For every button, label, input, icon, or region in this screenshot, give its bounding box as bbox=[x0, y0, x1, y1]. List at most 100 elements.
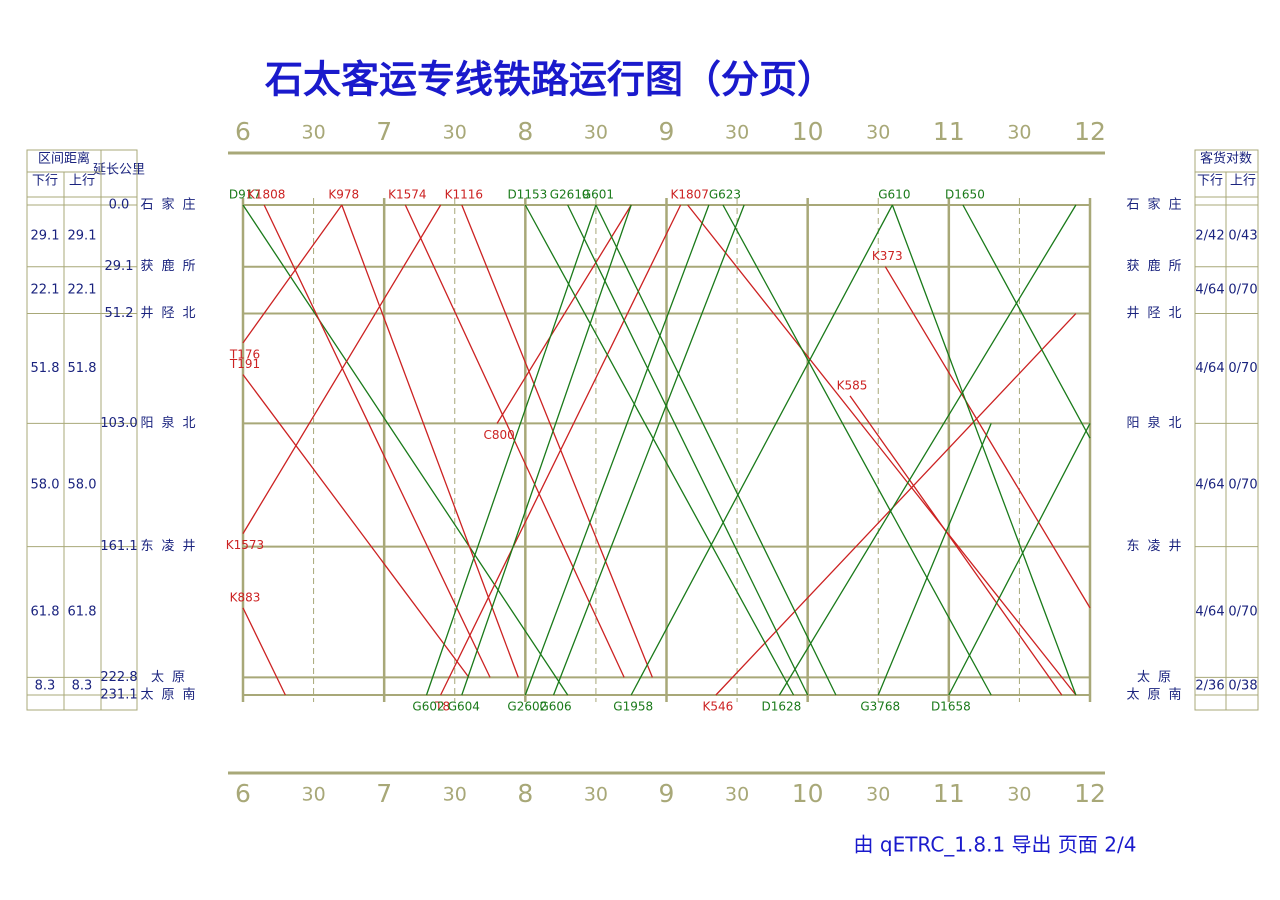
train-line bbox=[595, 204, 837, 696]
interval-up: 8.3 bbox=[72, 679, 93, 694]
train-label: G610 bbox=[878, 188, 910, 202]
right-header: 客货对数 bbox=[1200, 151, 1252, 167]
train-line bbox=[242, 204, 343, 344]
pairs-down: 2/42 bbox=[1195, 228, 1224, 243]
train-label: T8 bbox=[434, 700, 450, 714]
train-line bbox=[552, 204, 745, 696]
interval-down: 8.3 bbox=[35, 679, 56, 694]
train-line bbox=[242, 204, 442, 534]
train-label: G601 bbox=[582, 188, 614, 202]
x-tick-label: 8 bbox=[517, 117, 533, 146]
x-tick-label: 30 bbox=[725, 784, 749, 806]
train-line bbox=[263, 204, 491, 678]
train-label: T191 bbox=[229, 357, 260, 371]
pairs-up: 0/43 bbox=[1228, 228, 1257, 243]
station-name: 东凌井 bbox=[1126, 539, 1189, 554]
x-tick-label: 6 bbox=[235, 779, 251, 808]
train-line bbox=[962, 204, 1091, 439]
station-km: 161.1 bbox=[100, 539, 137, 554]
station-name: 阳泉北 bbox=[1126, 415, 1189, 431]
station-name: 太原南 bbox=[140, 687, 203, 703]
station-name: 太原南 bbox=[1126, 687, 1189, 703]
train-label: G2619 bbox=[550, 188, 590, 202]
pairs-down: 2/36 bbox=[1195, 679, 1224, 694]
train-line bbox=[630, 204, 893, 696]
train-line bbox=[849, 395, 1063, 696]
train-line bbox=[891, 204, 1077, 696]
station-name: 井陉北 bbox=[140, 306, 203, 321]
station-km: 0.0 bbox=[109, 198, 130, 213]
train-label: G604 bbox=[448, 700, 480, 714]
station-name: 东凌井 bbox=[140, 539, 203, 554]
train-line bbox=[461, 204, 653, 678]
train-label: K585 bbox=[837, 378, 868, 392]
train-line bbox=[242, 374, 470, 678]
up-header: 上行 bbox=[69, 174, 95, 189]
x-tick-label: 11 bbox=[933, 117, 965, 146]
down-header: 下行 bbox=[1197, 174, 1223, 189]
train-label: K1808 bbox=[247, 188, 285, 202]
train-label: K1574 bbox=[388, 188, 426, 202]
km-header: 延长公里 bbox=[93, 163, 145, 178]
station-name: 石家庄 bbox=[1126, 197, 1189, 213]
train-line bbox=[948, 423, 1091, 696]
train-line bbox=[440, 204, 682, 696]
train-line bbox=[496, 204, 632, 424]
train-line bbox=[242, 607, 286, 696]
station-km: 231.1 bbox=[100, 688, 137, 703]
train-line bbox=[567, 204, 809, 696]
left-table bbox=[26, 149, 138, 711]
x-tick-label: 30 bbox=[866, 122, 890, 144]
pairs-down: 4/64 bbox=[1195, 361, 1224, 376]
x-tick-label: 30 bbox=[725, 122, 749, 144]
station-km: 103.0 bbox=[100, 416, 137, 431]
train-label: K883 bbox=[230, 590, 261, 604]
pairs-up: 0/70 bbox=[1228, 283, 1257, 298]
interval-down: 29.1 bbox=[31, 228, 60, 243]
station-name: 石家庄 bbox=[140, 197, 203, 213]
interval-up: 51.8 bbox=[68, 361, 97, 376]
train-label: G1958 bbox=[613, 700, 653, 714]
x-tick-label: 10 bbox=[792, 117, 824, 146]
interval-down: 22.1 bbox=[31, 283, 60, 298]
train-line bbox=[722, 204, 992, 696]
pairs-up: 0/38 bbox=[1228, 679, 1257, 694]
train-label: K1807 bbox=[670, 188, 708, 202]
train-line bbox=[884, 266, 1091, 609]
interval-up: 29.1 bbox=[68, 228, 97, 243]
x-tick-label: 30 bbox=[1007, 784, 1031, 806]
station-name: 井陉北 bbox=[1126, 306, 1189, 321]
train-label: D917 bbox=[229, 188, 261, 202]
train-label: G3768 bbox=[860, 700, 900, 714]
pairs-down: 4/64 bbox=[1195, 283, 1224, 298]
train-label: D1153 bbox=[507, 188, 547, 202]
chart-title: 石太客运专线铁路运行图（分页） bbox=[265, 58, 835, 102]
x-tick-label: 30 bbox=[301, 122, 325, 144]
train-label: G2602 bbox=[507, 700, 547, 714]
x-tick-label: 10 bbox=[792, 779, 824, 808]
interval-up: 58.0 bbox=[68, 477, 97, 492]
pairs-up: 0/70 bbox=[1228, 361, 1257, 376]
x-tick-label: 9 bbox=[659, 779, 675, 808]
left-header: 区间距离 bbox=[38, 151, 90, 167]
train-label: C800 bbox=[483, 428, 514, 442]
train-line bbox=[242, 204, 569, 696]
train-label: G606 bbox=[539, 700, 571, 714]
station-name: 获鹿所 bbox=[140, 258, 203, 274]
train-line bbox=[341, 204, 519, 678]
pairs-down: 4/64 bbox=[1195, 604, 1224, 619]
train-label: K1573 bbox=[226, 538, 264, 552]
train-line bbox=[524, 204, 710, 696]
train-line bbox=[425, 204, 597, 696]
pairs-up: 0/70 bbox=[1228, 477, 1257, 492]
pairs-down: 4/64 bbox=[1195, 477, 1224, 492]
train-line bbox=[524, 204, 795, 696]
train-line bbox=[877, 423, 992, 696]
train-label: G623 bbox=[709, 188, 741, 202]
station-name: 获鹿所 bbox=[1126, 258, 1189, 274]
pairs-up: 0/70 bbox=[1228, 604, 1257, 619]
station-name: 太原 bbox=[151, 670, 193, 685]
station-km: 51.2 bbox=[105, 306, 134, 321]
interval-up: 22.1 bbox=[68, 283, 97, 298]
